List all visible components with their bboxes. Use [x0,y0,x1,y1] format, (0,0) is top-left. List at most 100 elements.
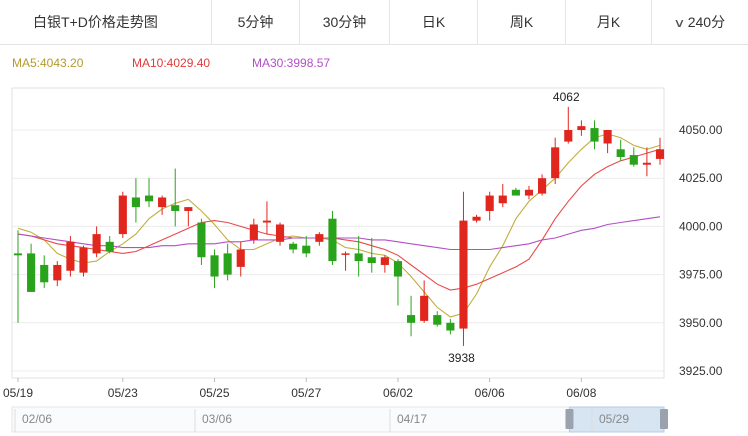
interval-dropdown[interactable]: ∨ 240分 [652,0,748,44]
candle [420,280,429,323]
candle-body [590,128,599,142]
candle [66,236,75,277]
ma10-line [17,148,661,291]
y-tick-label: 3950.00 [679,316,723,330]
candle [446,318,455,335]
candle [118,191,127,238]
tab-weekly-k[interactable]: 周K [478,0,566,44]
candle [144,178,154,208]
candle [27,243,36,292]
candle [236,241,245,277]
candle-body [27,253,36,292]
candle-body [105,241,114,252]
candle [511,187,520,196]
chevron-down-icon: ∨ [673,16,686,30]
candle [328,210,337,265]
x-tick-label: 06/06 [475,386,505,400]
navigator-date-label: 03/06 [202,412,232,426]
navigator-date-label: 05/29 [599,412,629,426]
candle-body [393,261,403,277]
candle [538,174,547,196]
candle-body [446,322,455,331]
candle-body [498,195,507,204]
candle [315,232,324,246]
candle-body [538,178,547,194]
y-tick-label: 3975.00 [679,268,723,282]
candle-body [655,149,665,159]
candle-body [184,207,193,211]
candle [158,195,167,215]
candle-body [367,257,376,264]
candle [406,295,416,337]
candle [577,120,586,136]
candle [249,218,258,244]
candle-body [551,147,560,179]
candle-body [53,264,62,281]
x-tick-label: 06/02 [383,386,413,400]
candle-body [302,245,311,254]
candle [13,230,23,323]
y-tick-label: 3925.00 [679,364,723,378]
x-tick-label: 05/25 [200,386,230,400]
extreme-value-label: 4062 [553,90,580,104]
candle [485,191,494,221]
candle-body [40,264,49,283]
candle [79,245,88,277]
period-tab-bar: 白银T+D价格走势图 5分钟 30分钟 日K 周K 月K ∨ 240分 [0,0,748,45]
candle [524,185,534,200]
candle-body [328,218,337,262]
candle-body [433,315,442,325]
y-tick-label: 4050.00 [679,123,723,137]
candle [616,139,625,161]
candle-body [66,241,75,271]
candle-body [511,189,520,196]
tab-daily-k[interactable]: 日K [390,0,478,44]
ma30-legend: MA30:3998.57 [252,56,331,70]
ma5-line [17,133,661,318]
candle [472,214,481,223]
ma5-legend: MA5:4043.20 [12,56,84,70]
candle [459,191,468,346]
extreme-value-label: 3938 [448,351,475,365]
candle-body [616,149,625,157]
interval-dropdown-label: 240分 [687,14,726,30]
candle-body [354,253,363,262]
navigator-track [11,406,665,433]
candle-body [171,205,180,211]
candle [341,251,350,271]
candle [210,249,219,289]
navigator-handle-right[interactable] [660,409,668,429]
candle-body [131,197,140,208]
candle-body [472,216,481,221]
candle-body [406,315,416,323]
candle-body [642,162,651,165]
tab-30min[interactable]: 30分钟 [300,0,390,44]
candle-body [79,247,88,273]
candle [289,241,298,254]
candle [642,147,651,177]
candle [564,106,573,144]
navigator-selection [568,406,665,433]
candle-body [275,224,285,242]
tab-5min[interactable]: 5分钟 [212,0,300,44]
x-tick-label: 05/23 [108,386,138,400]
candle-body [289,243,298,250]
candle-body [223,253,232,275]
candle [131,178,140,223]
candle-body [315,234,324,242]
candle [223,243,232,281]
navigator-handle-left[interactable] [565,409,574,429]
candle-body [380,257,389,265]
candle-body [459,220,468,329]
y-tick-label: 4025.00 [679,171,723,185]
tab-monthly-k[interactable]: 月K [566,0,652,44]
candle [433,311,442,327]
candle [354,236,363,277]
candle [655,137,665,165]
candle-body [118,195,127,235]
candle [590,120,599,150]
candle-body [197,222,206,258]
candle [171,168,180,227]
candle-body [629,155,638,165]
